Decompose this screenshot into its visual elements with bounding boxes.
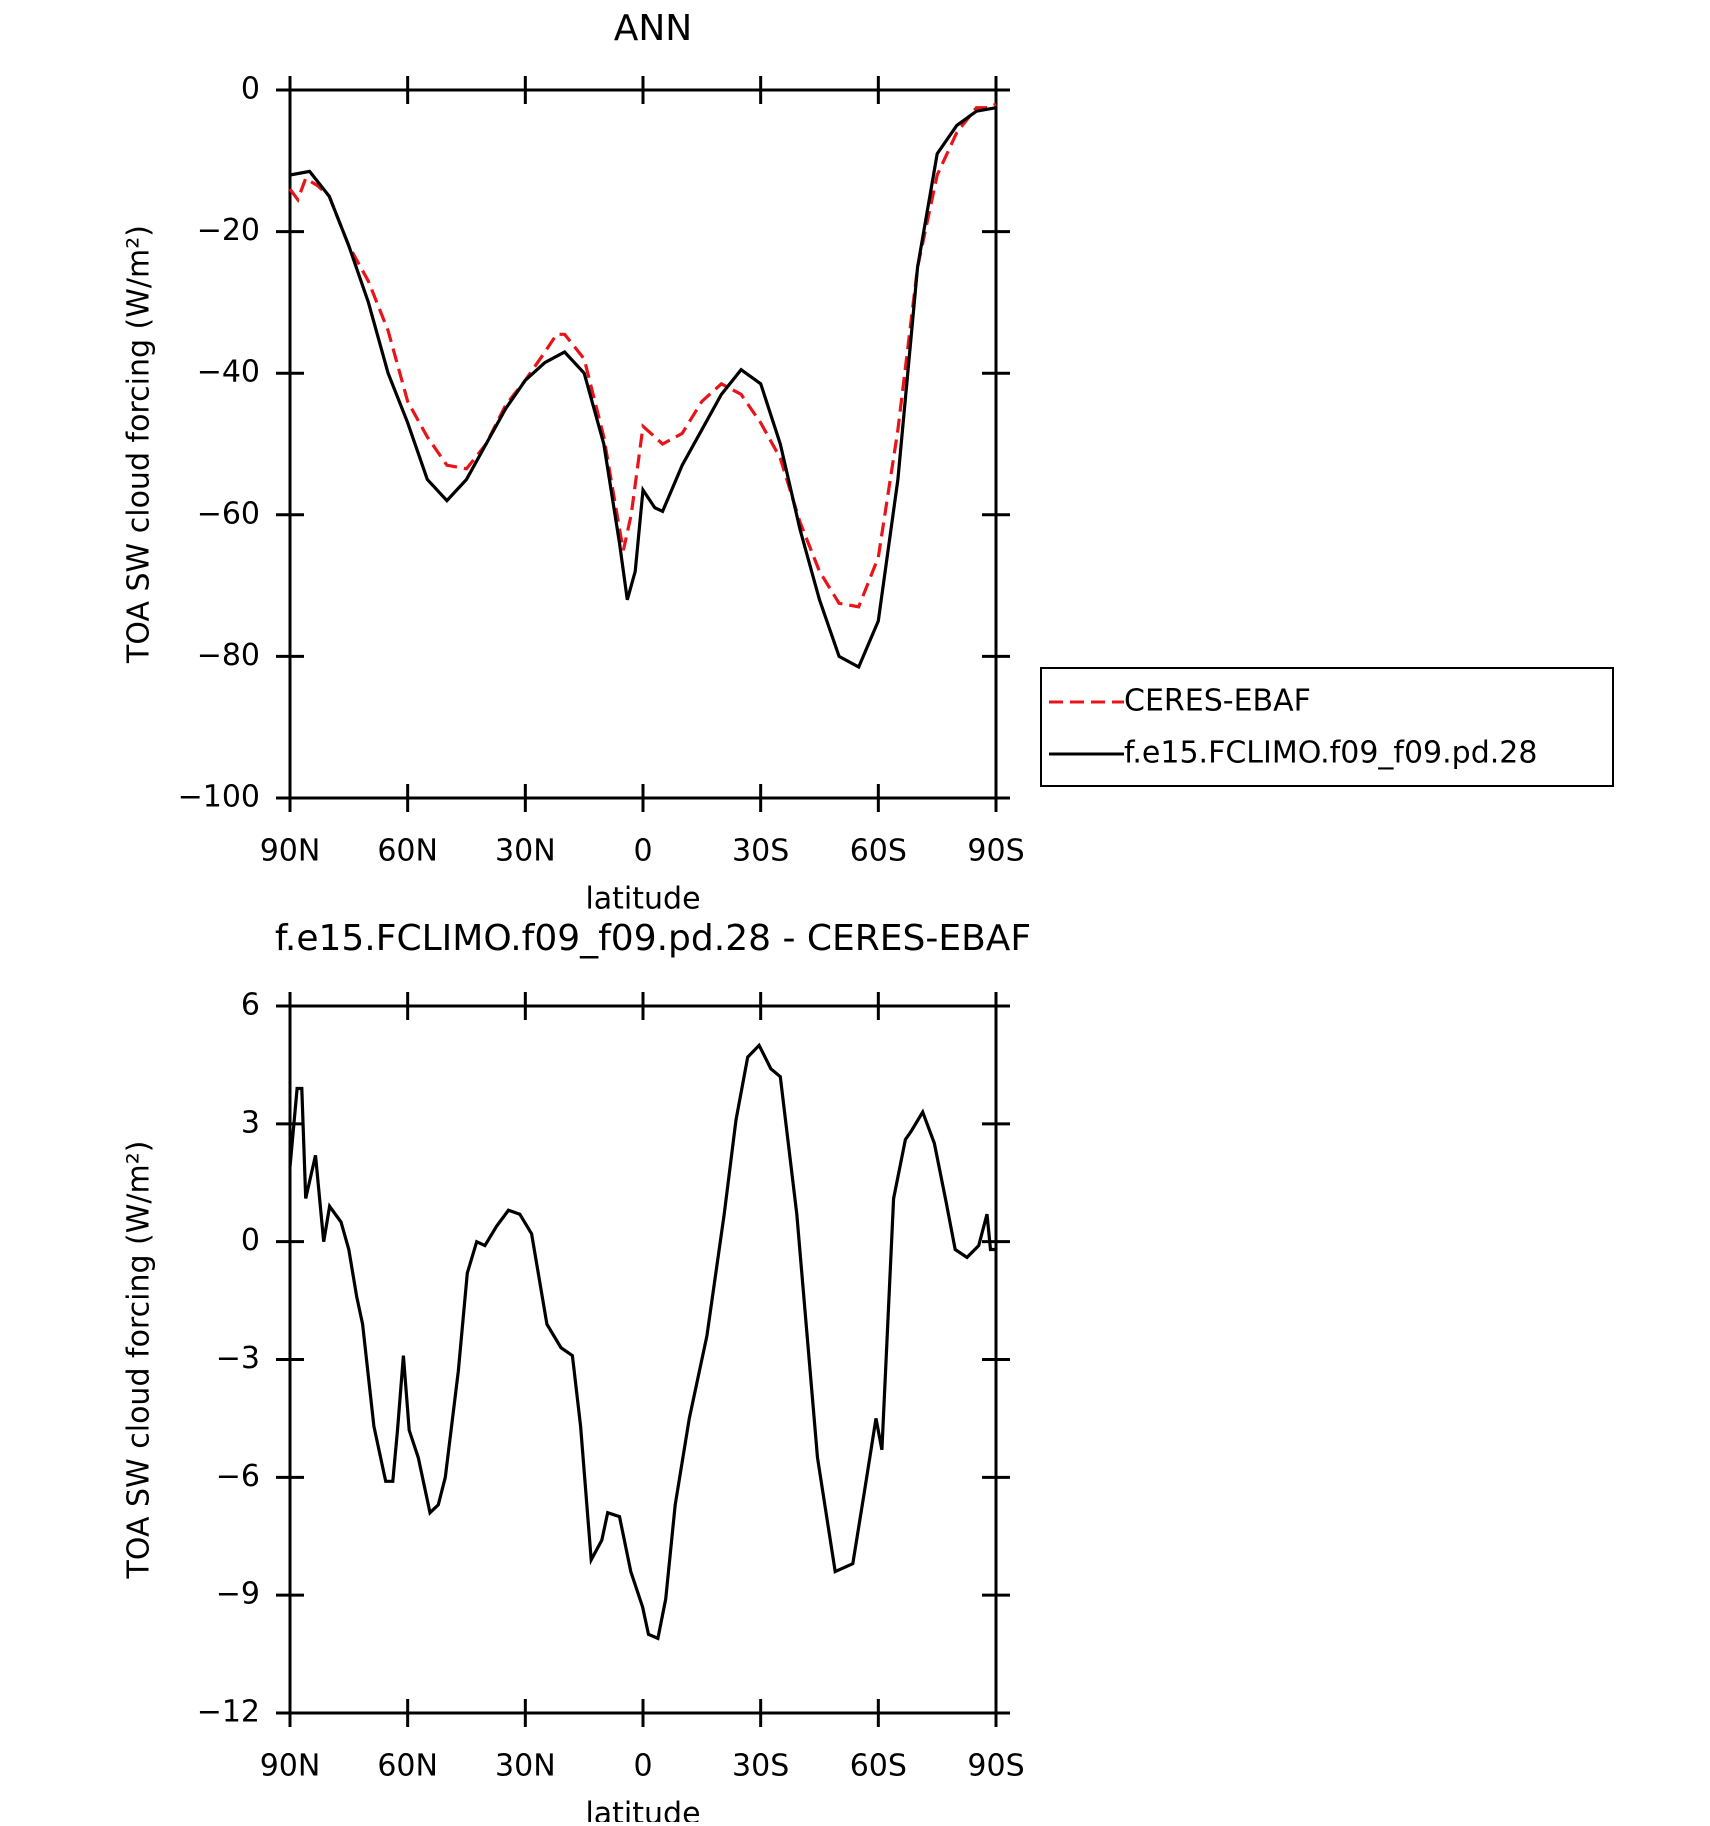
x-tick-label: 30S [732, 834, 789, 869]
x-tick-label: 60S [850, 1749, 907, 1784]
data-line [288, 102, 997, 609]
x-tick-label: 90N [260, 1749, 321, 1784]
y-tick-label: −3 [216, 1341, 260, 1376]
x-tick-label: 30N [495, 1749, 556, 1784]
plot-frame [288, 88, 998, 800]
y-axis-label: TOA SW cloud forcing (W/m²) [122, 225, 157, 664]
y-tick-label: 0 [241, 1223, 260, 1258]
y-tick-label: −9 [216, 1577, 260, 1612]
x-tick-label: 90S [967, 834, 1024, 869]
y-axis-label: TOA SW cloud forcing (W/m²) [122, 1141, 157, 1580]
y-tick-label: −100 [178, 780, 260, 815]
x-tick-label: 60S [850, 834, 907, 869]
y-tick-label: −6 [216, 1459, 260, 1494]
legend-label: f.e15.FCLIMO.f09_f09.pd.28 [1124, 736, 1537, 771]
x-tick-label: 0 [633, 1749, 652, 1784]
y-tick-label: −80 [197, 638, 260, 673]
data-line [288, 1042, 996, 1641]
x-tick-label: 90S [967, 1749, 1024, 1784]
y-tick-label: −12 [197, 1695, 260, 1730]
y-tick-label: 3 [241, 1105, 260, 1140]
x-tick-label: 30N [495, 834, 556, 869]
y-tick-label: −60 [197, 496, 260, 531]
data-line [289, 106, 997, 670]
x-tick-label: 0 [633, 834, 652, 869]
y-tick-label: −40 [197, 355, 260, 390]
x-tick-label: 30S [732, 1749, 789, 1784]
x-tick-label: 60N [377, 834, 438, 869]
x-axis-label: latitude [585, 882, 700, 917]
y-tick-label: −20 [197, 213, 260, 248]
x-axis-label: latitude [585, 1797, 700, 1823]
y-tick-label: 6 [241, 988, 260, 1023]
chart-title: ANN [614, 8, 693, 49]
legend-label: CERES-EBAF [1124, 684, 1311, 719]
chart-title: f.e15.FCLIMO.f09_f09.pd.28 - CERES-EBAF [275, 918, 1031, 959]
y-tick-label: 0 [241, 72, 260, 107]
x-tick-label: 60N [377, 1749, 438, 1784]
legend-box [1040, 667, 1614, 787]
x-tick-label: 90N [260, 834, 321, 869]
